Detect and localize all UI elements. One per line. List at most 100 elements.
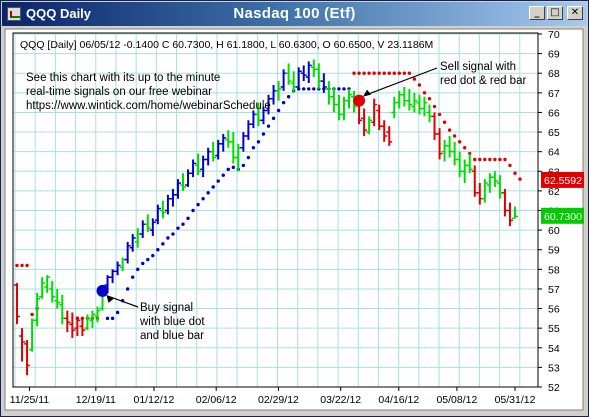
- trend-dot: [352, 71, 356, 75]
- trend-dot: [181, 222, 185, 226]
- trend-dot: [25, 263, 29, 268]
- y-tick-label: 66: [548, 107, 560, 119]
- buy-signal-dot: [96, 284, 109, 297]
- ohlc-bar: [421, 96, 428, 117]
- ohlc-bar: [79, 318, 86, 337]
- trend-dot: [417, 83, 422, 87]
- y-tick-label: 67: [548, 88, 560, 100]
- x-tick-label: 02/29/12: [258, 394, 299, 406]
- ohlc-bar: [39, 277, 46, 299]
- trend-dot: [442, 120, 447, 124]
- ohlc-bar: [54, 288, 61, 309]
- ohlc-bar: [114, 261, 121, 276]
- ohlc-bar: [481, 179, 488, 203]
- trend-dot: [216, 179, 220, 183]
- title-bar[interactable]: QQQ Daily Nasdaq 100 (Etf) _ □ ✕: [2, 2, 587, 26]
- chart-app-icon[interactable]: [7, 7, 21, 21]
- window-title: QQQ Daily: [26, 6, 92, 21]
- trend-dot: [412, 77, 417, 81]
- trend-dot: [432, 104, 437, 109]
- trend-dot: [186, 216, 190, 221]
- ohlc-bar: [366, 116, 373, 135]
- ohlc-bar: [491, 171, 498, 187]
- trend-dot: [392, 71, 396, 75]
- ohlc-bar: [24, 339, 31, 376]
- trend-dot: [206, 191, 210, 195]
- ohlc-bar: [190, 159, 197, 178]
- trend-dot: [30, 312, 34, 317]
- trend-dot: [156, 248, 160, 252]
- trend-dot: [478, 157, 482, 162]
- ohlc-bar: [49, 281, 56, 303]
- trend-dot: [115, 310, 120, 315]
- ohlc-bar: [195, 153, 202, 176]
- trend-dot: [452, 134, 457, 138]
- ohlc-bar: [305, 61, 312, 84]
- trend-dot: [357, 71, 361, 75]
- ohlc-bar: [210, 141, 217, 162]
- trend-dot: [367, 71, 371, 75]
- ohlc-bar: [159, 200, 166, 219]
- trend-dot: [377, 71, 381, 75]
- trend-dot: [473, 157, 477, 162]
- ohlc-bar: [361, 108, 368, 136]
- trend-dot: [483, 157, 487, 162]
- trend-dot: [518, 177, 522, 181]
- chart-title: Nasdaq 100 (Etf): [233, 5, 356, 22]
- trend-dot: [261, 132, 266, 136]
- trend-dot: [382, 71, 386, 75]
- trend-dot: [513, 171, 517, 175]
- trend-dot: [166, 236, 170, 240]
- buy-arrow-head: [106, 294, 114, 303]
- webinar-note-line-1: See this chart with its up to the minute: [26, 72, 220, 84]
- trend-dot: [307, 87, 311, 91]
- buy-note-line-1: Buy signal: [140, 302, 193, 314]
- close-button[interactable]: ✕: [567, 6, 583, 20]
- ohlc-bar: [44, 275, 51, 293]
- trend-dot: [201, 197, 205, 201]
- x-tick-label: 03/22/12: [320, 394, 361, 406]
- ohlc-bar: [124, 241, 131, 264]
- trend-dot: [276, 108, 281, 113]
- x-tick-label: 04/16/12: [378, 394, 419, 406]
- trend-dot: [498, 157, 502, 162]
- trend-dot: [231, 165, 236, 170]
- ohlc-bar: [466, 153, 473, 174]
- trend-dot: [271, 116, 276, 121]
- trend-dot: [136, 267, 140, 272]
- trend-dot: [196, 202, 200, 207]
- maximize-button[interactable]: □: [547, 6, 563, 20]
- trend-dot: [221, 173, 225, 177]
- minimize-button[interactable]: _: [529, 6, 545, 20]
- trend-dot: [171, 232, 175, 236]
- price-bars: [14, 59, 518, 376]
- trend-dot: [20, 263, 24, 268]
- trend-dot: [241, 163, 246, 168]
- y-tick-label: 68: [548, 68, 560, 80]
- trend-dot: [488, 157, 492, 162]
- trend-dot: [125, 287, 130, 291]
- trend-dot: [281, 100, 286, 105]
- ohlc-bar: [94, 306, 101, 323]
- trend-dot: [105, 316, 110, 321]
- trend-dot: [130, 275, 135, 279]
- ohlc-bar: [512, 206, 518, 220]
- trend-dot: [176, 226, 180, 230]
- x-tick-label: 11/25/11: [10, 394, 49, 406]
- trend-dot: [427, 97, 432, 101]
- x-axis: 11/25/11 12/19/11 01/12/12 02/06/12 02/29/12…: [10, 387, 536, 406]
- ohlc-bar: [436, 128, 443, 160]
- y-tick-label: 64: [548, 147, 560, 159]
- ohlc-bar: [129, 234, 136, 252]
- ohlc-bar: [19, 328, 26, 362]
- ohlc-bar: [64, 310, 71, 333]
- sell-signal-dot: [353, 94, 366, 107]
- price-labels: 62.5592 60.7300: [541, 171, 584, 224]
- trend-dot: [362, 71, 366, 75]
- trend-dot: [151, 253, 155, 258]
- price-tag: 62.5592: [541, 171, 584, 188]
- y-tick-label: 57: [548, 284, 560, 296]
- ohlc-bar: [295, 67, 302, 89]
- ohlc-bar: [180, 173, 186, 191]
